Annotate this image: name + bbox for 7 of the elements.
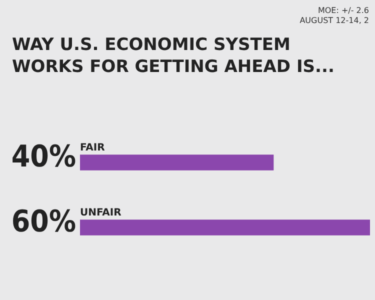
data-label: 60% [11, 204, 76, 240]
y-tick-label: UNFAIR [80, 208, 122, 218]
y-tick-label: FAIR [80, 142, 106, 154]
data-label: 40% [11, 139, 76, 174]
text: AUGUST 12-14, 2 [300, 16, 369, 26]
chart-title: WAY U.S. ECONOMIC SYSTEM WORKS FOR GETTING AHEAD IS... [12, 34, 336, 78]
text: MOE: +/- 2.6 [316, 6, 369, 16]
